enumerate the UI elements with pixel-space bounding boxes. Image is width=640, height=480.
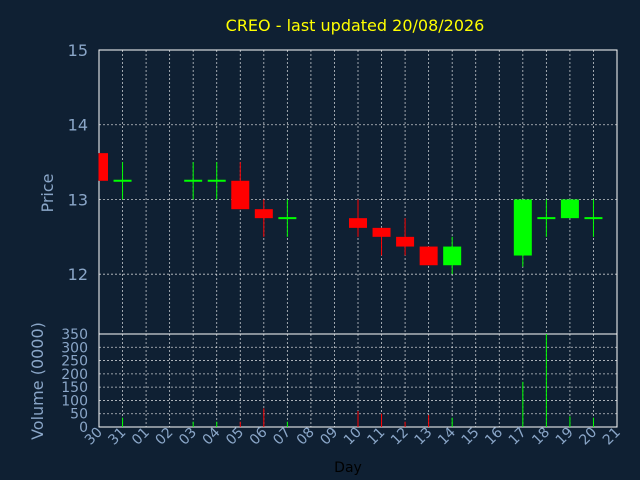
price-tick-label: 14 — [68, 116, 88, 135]
candle-body — [560, 199, 579, 219]
candle-body — [99, 153, 108, 181]
x-tick-label: 04 — [200, 424, 224, 448]
x-tick-label: 05 — [223, 425, 247, 449]
volume-tick-label: 300 — [61, 340, 88, 356]
price-tick-label: 13 — [68, 190, 88, 209]
price-tick-label: 15 — [68, 41, 88, 60]
x-tick-label: 01 — [129, 425, 153, 449]
x-tick-label: 03 — [176, 425, 200, 449]
candle-body — [513, 199, 532, 256]
candle-body — [349, 218, 367, 228]
x-tick-label: 20 — [576, 425, 600, 449]
candle-body — [396, 236, 415, 247]
candle-body — [231, 180, 250, 210]
x-tick-label: 08 — [294, 425, 318, 449]
volume-tick-label: 200 — [61, 367, 88, 383]
x-tick-label: 11 — [364, 425, 388, 449]
volume-tick-label: 350 — [61, 327, 88, 343]
volume-axis-label: Volume (0000) — [28, 322, 47, 440]
x-tick-label: 21 — [600, 425, 624, 449]
x-tick-label: 09 — [317, 425, 341, 449]
x-tick-label: 16 — [482, 424, 506, 448]
price-axis-label: Price — [38, 173, 57, 212]
x-tick-label: 07 — [270, 425, 294, 449]
x-tick-label: 19 — [553, 425, 577, 449]
x-tick-label: 14 — [435, 424, 459, 448]
x-tick-label: 10 — [341, 425, 365, 449]
x-tick-label: 13 — [412, 425, 436, 449]
x-tick-label: 31 — [105, 425, 129, 449]
x-tick-label: 17 — [506, 425, 530, 449]
x-tick-label: 18 — [529, 425, 553, 449]
volume-tick-label: 0 — [79, 420, 88, 436]
x-tick-label: 15 — [459, 425, 483, 449]
x-tick-label: 06 — [247, 424, 271, 448]
price-tick-label: 12 — [68, 265, 88, 284]
volume-tick-label: 150 — [61, 380, 88, 396]
candle-body — [443, 246, 462, 266]
x-tick-label: 12 — [388, 425, 412, 449]
x-tick-label: 02 — [153, 425, 177, 449]
volume-tick-label: 250 — [61, 354, 88, 370]
candle-body — [254, 209, 273, 219]
candle-body — [419, 246, 438, 266]
x-axis-label: Day — [334, 460, 362, 476]
chart-title: CREO - last updated 20/08/2026 — [226, 16, 485, 35]
volume-tick-label: 50 — [70, 407, 88, 423]
candle-body — [372, 227, 391, 237]
volume-tick-label: 100 — [61, 393, 88, 409]
